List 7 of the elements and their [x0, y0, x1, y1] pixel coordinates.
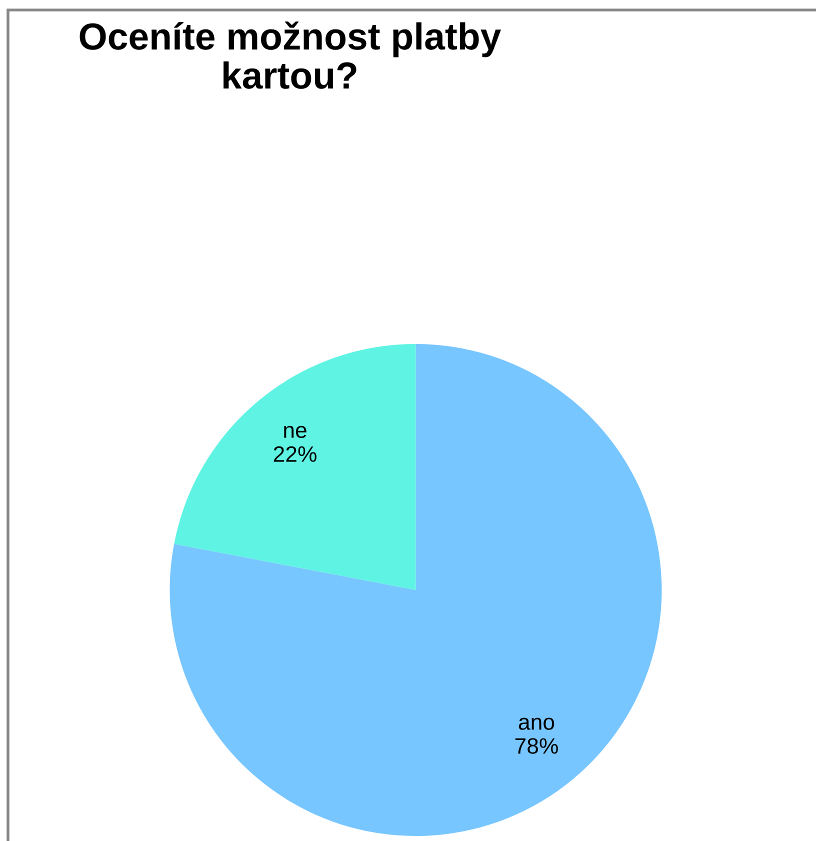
slice-label: ano: [518, 718, 554, 730]
chart-title: Oceníte možnost platby kartou?: [80, 21, 501, 89]
slice-label: ne: [284, 426, 306, 438]
data-label: 22%: [274, 446, 316, 462]
pie-slice: [174, 344, 416, 590]
pie-slice: [170, 344, 662, 836]
data-label: 78%: [515, 738, 558, 754]
